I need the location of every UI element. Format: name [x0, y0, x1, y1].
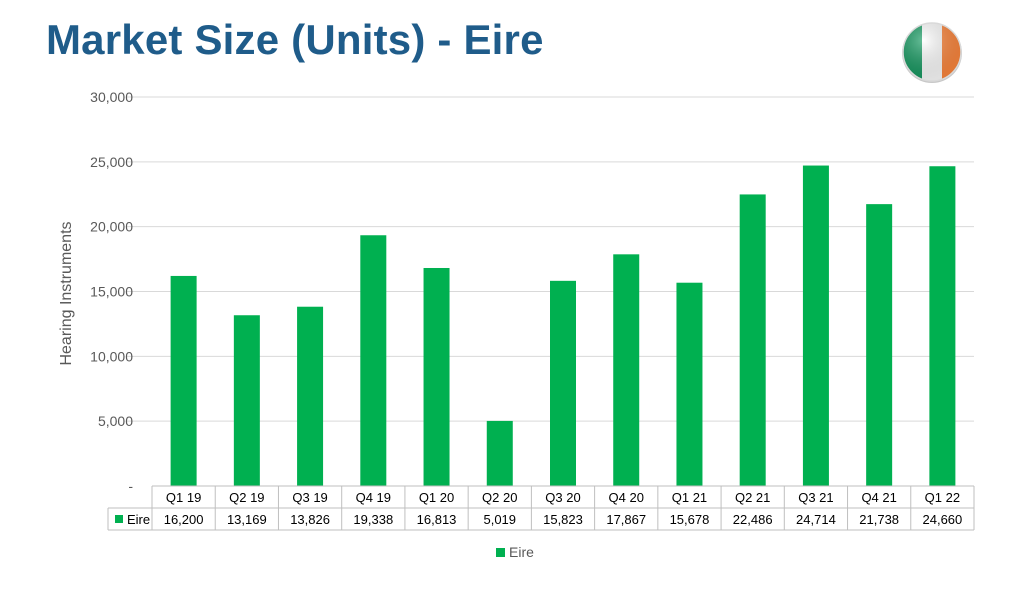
bar-q3-21: [802, 165, 829, 486]
x-tick-label: Q2 20: [482, 490, 517, 505]
data-label: 5,019: [483, 512, 516, 527]
x-tick-label: Q2 21: [735, 490, 770, 505]
y-tick-label: 20,000: [90, 219, 133, 235]
bar-q4-19: [360, 235, 387, 486]
y-tick-label: 15,000: [90, 284, 133, 300]
table-series-key: [115, 515, 123, 523]
data-label: 22,486: [733, 512, 773, 527]
legend-key: [496, 548, 505, 557]
y-tick-label: 10,000: [90, 348, 133, 364]
legend-label: Eire: [509, 544, 534, 560]
data-label: 21,738: [859, 512, 899, 527]
bar-q4-20: [613, 254, 640, 486]
x-tick-label: Q4 21: [861, 490, 896, 505]
y-tick-label: 5,000: [98, 413, 133, 429]
x-tick-label: Q1 21: [672, 490, 707, 505]
x-tick-label: Q3 20: [545, 490, 580, 505]
y-axis-label: Hearing Instruments: [58, 221, 75, 365]
x-tick-label: Q4 19: [356, 490, 391, 505]
data-label: 13,826: [290, 512, 330, 527]
x-tick-label: Q4 20: [609, 490, 644, 505]
x-tick-label: Q1 22: [925, 490, 960, 505]
data-label: 16,813: [417, 512, 457, 527]
data-label: 15,823: [543, 512, 583, 527]
bar-q3-19: [297, 306, 324, 486]
x-tick-label: Q1 20: [419, 490, 454, 505]
bar-q2-20: [486, 420, 513, 486]
data-label: 17,867: [606, 512, 646, 527]
x-tick-label: Q2 19: [229, 490, 264, 505]
data-label: 24,660: [923, 512, 963, 527]
bar-q4-21: [866, 204, 893, 486]
x-tick-label: Q3 21: [798, 490, 833, 505]
data-label: 19,338: [353, 512, 393, 527]
y-tick-label: -: [128, 478, 133, 494]
data-label: 24,714: [796, 512, 836, 527]
bar-q2-19: [233, 315, 260, 486]
bar-q1-20: [423, 267, 450, 486]
bar-q3-20: [550, 280, 576, 486]
data-label: 15,678: [670, 512, 710, 527]
bar-q2-21: [739, 194, 766, 487]
y-tick-label: 25,000: [90, 154, 133, 170]
table-series-name: Eire: [127, 512, 150, 527]
data-label: 13,169: [227, 512, 267, 527]
ireland-flag-icon: [900, 20, 964, 84]
y-tick-label: 30,000: [90, 89, 133, 105]
data-label: 16,200: [164, 512, 204, 527]
bar-q1-19: [170, 275, 197, 486]
bar-q1-21: [676, 282, 703, 486]
bar-q1-22: [929, 166, 956, 486]
x-tick-label: Q3 19: [292, 490, 327, 505]
page-title: Market Size (Units) - Eire: [46, 16, 544, 63]
x-tick-label: Q1 19: [166, 490, 201, 505]
